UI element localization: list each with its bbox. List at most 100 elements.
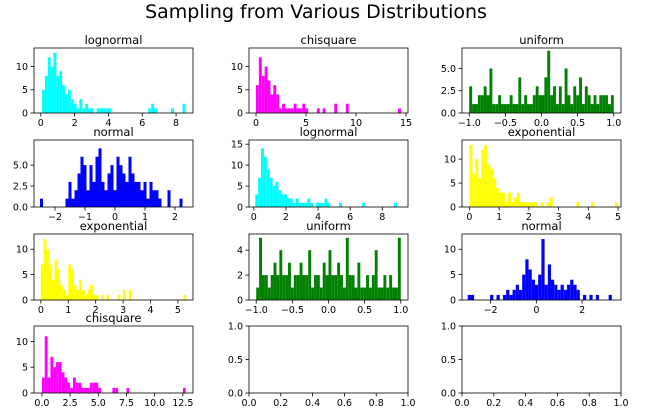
histogram-bar — [550, 279, 555, 300]
histogram-bar — [43, 239, 47, 300]
histogram-bar — [615, 202, 619, 207]
histogram-bar — [155, 190, 159, 207]
histogram-bar — [182, 103, 186, 113]
histogram-bar — [262, 275, 265, 300]
histogram-bar — [389, 275, 393, 300]
histogram-bar — [394, 287, 398, 300]
x-tick-label: 6 — [139, 118, 145, 129]
histogram-bar — [107, 173, 111, 207]
histogram-bar — [143, 181, 147, 208]
histogram-bar — [331, 275, 335, 300]
subplot-10: 0.0 2.5 5.0 7.5 10.0 12.5 0 5 10 chisquare — [16, 311, 194, 409]
subplot-12: 0.0 0.2 0.4 0.6 0.8 1.0 0.0 0.5 1.0 — [441, 321, 629, 409]
x-tick-label: 6 — [347, 212, 353, 223]
histogram-bar — [522, 274, 526, 300]
histogram-bar — [511, 202, 515, 207]
histogram-bar — [321, 202, 325, 207]
y-tick-label: 5 — [237, 181, 243, 192]
x-tick-label: −0.5 — [494, 118, 517, 129]
histogram-bar — [74, 190, 78, 207]
histogram-bar — [301, 202, 305, 207]
x-tick-label: 12.5 — [172, 398, 193, 409]
histogram-bar — [512, 104, 516, 113]
histogram-bar — [279, 108, 283, 113]
histogram-bar — [88, 108, 91, 113]
x-tick-label: −1.0 — [458, 118, 481, 129]
histogram-bar — [85, 103, 89, 113]
x-tick-label: 0.8 — [369, 398, 384, 409]
histogram-bar — [345, 103, 349, 113]
histogram-bar — [499, 192, 503, 207]
y-tick-label: 2 — [237, 270, 243, 281]
histogram-bar — [71, 198, 75, 208]
histogram-bar — [263, 156, 267, 207]
x-tick-label: 4 — [147, 305, 153, 316]
histogram-bar — [502, 294, 507, 300]
histogram-bar — [70, 387, 73, 393]
histogram-bar — [152, 190, 156, 207]
histogram-bar — [519, 202, 523, 207]
histogram-bar — [477, 95, 481, 113]
histogram-bar — [339, 202, 342, 207]
histogram-bar — [89, 382, 93, 393]
histogram-bar — [68, 181, 72, 208]
histogram-bar — [487, 163, 491, 207]
histogram-bar — [383, 275, 387, 300]
histogram-bar — [167, 190, 171, 207]
histogram-bar — [128, 156, 132, 207]
x-tick-label: 4 — [105, 118, 111, 129]
histogram-bar — [255, 194, 259, 207]
histogram-bar — [524, 95, 528, 113]
histogram-bar — [467, 294, 471, 300]
y-tick-label: 0.5 — [228, 355, 243, 366]
histogram-bar — [397, 237, 401, 300]
histogram-bar — [340, 275, 343, 300]
histogram-bar — [54, 259, 58, 300]
histogram-bar — [75, 382, 79, 393]
y-tick-label: 5 — [22, 363, 28, 374]
x-tick-label: −1.0 — [245, 305, 268, 316]
histogram-bar — [610, 95, 614, 113]
histogram-bar — [182, 387, 186, 393]
histogram-bar — [360, 287, 364, 300]
x-tick-label: 1.0 — [400, 398, 415, 409]
histogram-bar — [508, 192, 512, 207]
x-tick-label: 0.2 — [486, 398, 501, 409]
histogram-bar — [392, 287, 395, 300]
x-tick-label: 10.0 — [144, 398, 165, 409]
subplot-title: exponential — [80, 219, 148, 233]
histogram-bar — [84, 294, 88, 300]
y-tick-label: 5.0 — [13, 161, 28, 172]
histogram-bar — [527, 104, 530, 113]
histogram-bar — [56, 75, 60, 113]
histogram-bar — [258, 177, 262, 207]
histogram-bar — [77, 173, 81, 207]
histogram-bar — [547, 264, 551, 300]
histogram-bar — [529, 104, 533, 113]
y-tick-label: 0 — [237, 295, 243, 306]
histogram-bar — [553, 86, 556, 113]
subplot-title: lognormal — [300, 125, 358, 139]
x-tick-label: 3 — [556, 212, 562, 223]
histogram-bar — [44, 336, 48, 393]
histogram-bar — [90, 284, 93, 300]
x-tick-label: −2 — [484, 305, 498, 316]
histogram-bar — [550, 95, 554, 113]
histogram-bar — [65, 294, 69, 300]
histogram-bar — [272, 186, 276, 207]
histogram-bar — [126, 387, 130, 393]
x-tick-label: 2.5 — [63, 398, 78, 409]
histogram-bar — [605, 95, 608, 113]
y-tick-label: 15 — [231, 140, 243, 151]
histogram-bar — [596, 104, 600, 113]
histogram-bar — [304, 202, 308, 207]
histogram-bar — [92, 181, 96, 208]
histogram-bar — [560, 284, 564, 300]
x-tick-label: 0 — [38, 305, 44, 316]
histogram-bar — [363, 287, 367, 300]
histogram-bar — [78, 382, 82, 393]
histogram-bar — [541, 239, 545, 300]
histogram-bar — [149, 181, 153, 208]
y-tick-label: 0 — [237, 108, 243, 119]
histogram-bar — [518, 289, 523, 300]
